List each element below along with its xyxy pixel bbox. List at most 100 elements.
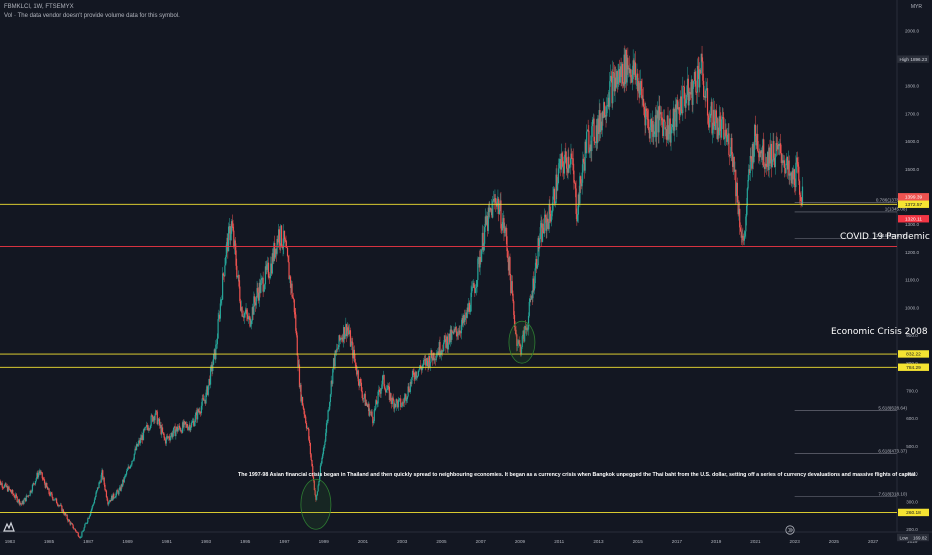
candle-body xyxy=(302,397,303,406)
candle-body xyxy=(132,461,133,462)
candle-body xyxy=(609,81,610,107)
annotation-crisis-2008[interactable]: Economic Crisis 2008 xyxy=(831,327,928,337)
candle-body xyxy=(650,127,651,138)
candle-body xyxy=(506,228,507,237)
candle-body xyxy=(554,189,555,204)
candle-body xyxy=(534,283,535,290)
candle-body xyxy=(32,485,33,492)
candle-body xyxy=(29,496,30,497)
candle-body xyxy=(87,518,88,522)
time-tick-label: 2013 xyxy=(593,539,604,544)
candle-body xyxy=(199,411,200,413)
candle-body xyxy=(94,500,95,504)
candle-body xyxy=(630,69,631,77)
candle-body xyxy=(151,415,152,425)
candle-body xyxy=(387,389,388,390)
candle-body xyxy=(351,342,352,343)
candle-body xyxy=(436,355,437,356)
candle-body xyxy=(711,102,712,134)
candle-body xyxy=(403,403,404,404)
candle-body xyxy=(507,251,508,258)
candle-body xyxy=(145,427,146,428)
candle-body xyxy=(377,403,378,404)
time-tick-label: 2011 xyxy=(554,539,564,544)
candle-body xyxy=(451,331,452,339)
candle-body xyxy=(646,109,647,112)
candle-body xyxy=(200,413,201,414)
candle-body xyxy=(679,107,680,114)
candle-body xyxy=(239,287,240,302)
candle-body xyxy=(502,222,503,230)
candle-body xyxy=(586,132,587,154)
candle-body xyxy=(512,281,513,294)
candle-body xyxy=(545,215,546,218)
candle-body xyxy=(509,257,510,275)
candle-body xyxy=(740,227,741,231)
candle-body xyxy=(173,428,174,434)
fib-level-label: 5.618(628.64) xyxy=(878,405,907,410)
candle-body xyxy=(254,296,255,302)
candle-body xyxy=(77,532,78,533)
candle-body xyxy=(728,133,729,155)
candle-body xyxy=(555,203,556,204)
candle-body xyxy=(371,412,372,417)
candle-body xyxy=(470,293,471,312)
ellipse-marker[interactable] xyxy=(509,321,535,363)
candle-body xyxy=(445,335,446,339)
candle-body xyxy=(4,485,5,488)
candle-body xyxy=(617,77,618,85)
candle-body xyxy=(724,137,725,139)
candle-body xyxy=(33,483,34,484)
candle-body xyxy=(13,494,14,495)
candle-body xyxy=(757,134,758,151)
candle-body xyxy=(681,96,682,111)
candle-body xyxy=(236,266,237,277)
candle-body xyxy=(731,138,732,155)
candle-body xyxy=(163,432,164,433)
symbol-title[interactable]: FBMKLCI, 1W, FTSEMYX xyxy=(4,4,74,10)
candle-body xyxy=(747,188,748,205)
candle-body xyxy=(407,396,408,399)
candle-body xyxy=(644,107,645,109)
candle-body xyxy=(661,112,662,118)
candle-body xyxy=(67,515,68,519)
annotation-crisis-1997[interactable]: The 1997-98 Asian financial crisis began… xyxy=(238,472,917,478)
candle-body xyxy=(46,483,47,487)
candle-body xyxy=(308,429,309,440)
candle-body xyxy=(268,263,269,278)
candle-body xyxy=(311,454,312,460)
time-tick-label: 2027 xyxy=(868,539,879,544)
candle-body xyxy=(417,376,418,377)
candle-body xyxy=(702,61,703,80)
candle-body xyxy=(237,276,238,277)
candle-body xyxy=(442,351,443,352)
tradingview-logo-icon[interactable] xyxy=(2,520,16,534)
candle-body xyxy=(95,497,96,500)
candle-body xyxy=(38,473,39,478)
candle-body xyxy=(684,87,685,99)
candle-body xyxy=(213,354,214,364)
candle-body xyxy=(772,160,773,167)
candle-body xyxy=(707,88,708,115)
candle-body xyxy=(72,524,73,525)
candle-body xyxy=(2,483,3,487)
candle-body xyxy=(217,338,218,344)
candle-body xyxy=(613,72,614,73)
candle-body xyxy=(641,81,642,89)
candle-body xyxy=(138,443,139,446)
candle-body xyxy=(551,216,552,221)
candle-body xyxy=(577,215,578,222)
candle-body xyxy=(338,347,339,349)
candle-body xyxy=(186,424,187,427)
ellipse-marker[interactable] xyxy=(301,479,331,529)
price-tick-label: 1300.0 xyxy=(905,222,919,227)
time-tick-label: 1989 xyxy=(122,539,133,544)
time-tick-label: 2015 xyxy=(633,539,644,544)
goto-realtime-icon[interactable] xyxy=(785,525,795,535)
candle-body xyxy=(294,299,295,312)
annotation-covid[interactable]: COVID 19 Pandemic xyxy=(840,232,930,242)
price-tick-label: 1600.0 xyxy=(905,139,919,144)
candle-body xyxy=(647,111,648,119)
